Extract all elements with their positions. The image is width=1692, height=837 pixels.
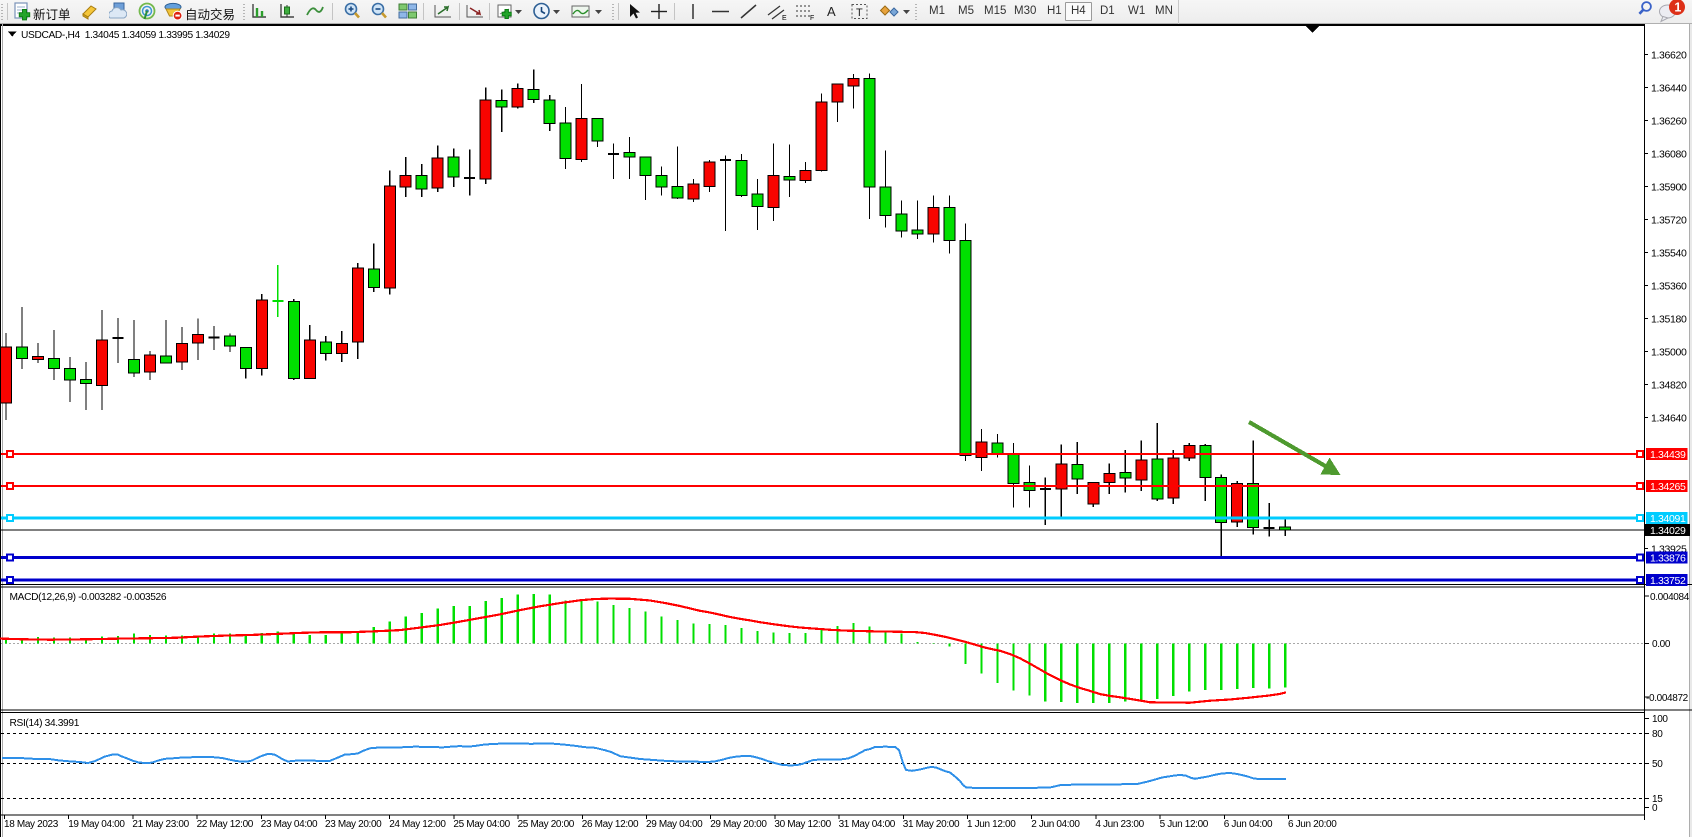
svg-text:1.34439: 1.34439 [1650, 449, 1686, 461]
svg-text:1.36260: 1.36260 [1651, 115, 1687, 127]
svg-text:29 May 20:00: 29 May 20:00 [710, 819, 767, 830]
svg-text:1.34640: 1.34640 [1651, 412, 1687, 424]
svg-text:4 Jun 23:00: 4 Jun 23:00 [1095, 819, 1144, 830]
svg-text:1.35360: 1.35360 [1651, 280, 1687, 292]
svg-text:29 May 04:00: 29 May 04:00 [646, 819, 703, 830]
svg-text:0: 0 [1652, 803, 1658, 814]
svg-text:1.33876: 1.33876 [1650, 552, 1686, 564]
svg-text:18 May 2023: 18 May 2023 [4, 819, 59, 830]
svg-text:E: E [782, 15, 787, 21]
svg-text:50: 50 [1652, 759, 1663, 770]
svg-text:1.35000: 1.35000 [1651, 346, 1687, 358]
svg-text:30 May 12:00: 30 May 12:00 [774, 819, 831, 830]
svg-text:1.34029: 1.34029 [1650, 525, 1686, 537]
svg-text:23 May 04:00: 23 May 04:00 [261, 819, 318, 830]
svg-text:6 Jun 20:00: 6 Jun 20:00 [1288, 819, 1337, 830]
svg-text:19 May 04:00: 19 May 04:00 [68, 819, 125, 830]
svg-text:1.35180: 1.35180 [1651, 313, 1687, 325]
svg-text:MACD(12,26,9) -0.003282 -0.003: MACD(12,26,9) -0.003282 -0.003526 [10, 592, 167, 603]
svg-text:RSI(14) 34.3991: RSI(14) 34.3991 [10, 718, 80, 729]
svg-text:5 Jun 12:00: 5 Jun 12:00 [1160, 819, 1209, 830]
svg-text:1.36620: 1.36620 [1651, 49, 1687, 61]
svg-text:F: F [810, 15, 814, 21]
svg-text:2 Jun 04:00: 2 Jun 04:00 [1031, 819, 1080, 830]
svg-text:1.34265: 1.34265 [1650, 481, 1686, 493]
svg-text:1.36440: 1.36440 [1651, 82, 1687, 94]
svg-text:0.00: 0.00 [1652, 639, 1671, 650]
svg-text:1.35720: 1.35720 [1651, 214, 1687, 226]
svg-text:A: A [827, 4, 836, 19]
svg-text:1.35540: 1.35540 [1651, 247, 1687, 259]
svg-text:1: 1 [1674, 1, 1681, 15]
svg-text:26 May 12:00: 26 May 12:00 [582, 819, 639, 830]
svg-text:24 May 12:00: 24 May 12:00 [389, 819, 446, 830]
svg-text:1 Jun 12:00: 1 Jun 12:00 [967, 819, 1016, 830]
svg-text:25 May 04:00: 25 May 04:00 [453, 819, 510, 830]
svg-text:1.35900: 1.35900 [1651, 181, 1687, 193]
svg-text:-0.004872: -0.004872 [1646, 693, 1689, 704]
svg-text:USDCAD-,H4 1.34045 1.34059 1.: USDCAD-,H4 1.34045 1.34059 1.33995 1.340… [21, 30, 230, 41]
svg-text:15: 15 [1652, 794, 1663, 805]
svg-text:6 Jun 04:00: 6 Jun 04:00 [1224, 819, 1273, 830]
svg-text:22 May 12:00: 22 May 12:00 [197, 819, 254, 830]
svg-text:31 May 20:00: 31 May 20:00 [903, 819, 960, 830]
svg-text:0.004084: 0.004084 [1650, 592, 1690, 603]
svg-text:1.34091: 1.34091 [1650, 513, 1686, 525]
svg-text:T: T [856, 7, 863, 19]
svg-text:31 May 04:00: 31 May 04:00 [839, 819, 896, 830]
svg-text:100: 100 [1652, 714, 1668, 725]
svg-text:1.33752: 1.33752 [1650, 575, 1686, 587]
svg-text:1.34820: 1.34820 [1651, 379, 1687, 391]
svg-text:23 May 20:00: 23 May 20:00 [325, 819, 382, 830]
svg-text:80: 80 [1652, 729, 1663, 740]
svg-text:1.36080: 1.36080 [1651, 148, 1687, 160]
svg-text:25 May 20:00: 25 May 20:00 [518, 819, 575, 830]
svg-text:21 May 23:00: 21 May 23:00 [132, 819, 189, 830]
